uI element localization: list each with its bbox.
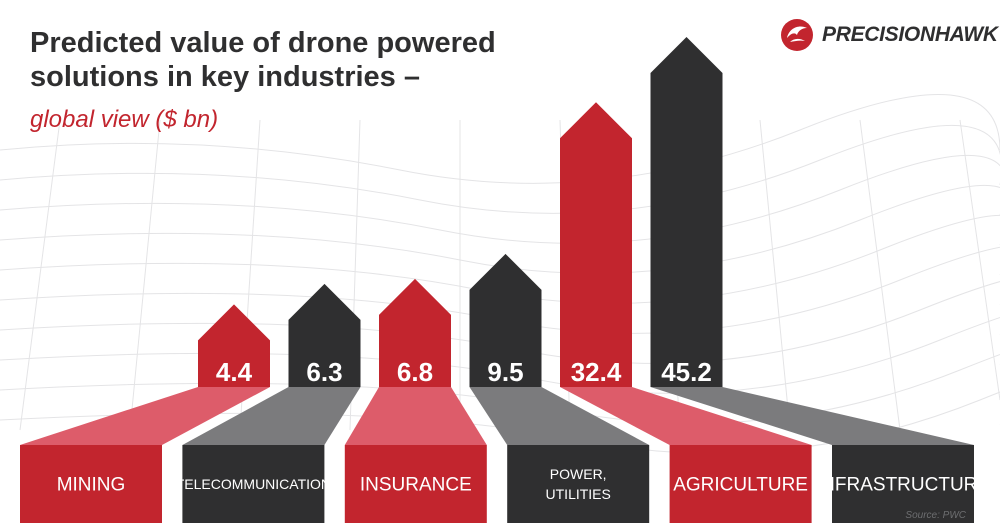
value-label-agriculture: 32.4: [571, 357, 622, 387]
category-box-insurance: [344, 445, 487, 523]
connector-band-agriculture: [560, 387, 812, 445]
category-label-telecommunication: TELECOMMUNICATION: [176, 476, 331, 492]
arrow-bar-agriculture: [560, 102, 632, 387]
connector-bands: [20, 387, 974, 445]
source-note: Source: PWC: [905, 510, 966, 521]
category-boxes: MINING TELECOMMUNICATION INSURANCE POWER, UT…: [20, 445, 990, 523]
precisionhawk-logo: PRECISIONHAWK: [780, 18, 998, 52]
arrow-bar-insurance: [379, 278, 451, 387]
arrows: 4.4 6.3 6.8 9.5 32.4 45.2: [198, 37, 723, 387]
value-label-infrastructure: 45.2: [661, 357, 712, 387]
connector-band-mining: [20, 387, 270, 445]
connector-band-insurance: [344, 387, 487, 445]
category-box-agriculture: [669, 445, 812, 523]
category-label-mining: MINING: [57, 475, 126, 496]
connector-band-telecommunication: [182, 387, 361, 445]
value-label-power-utilities: 9.5: [487, 357, 523, 387]
category-label-infrastructure: INFRASTRUCTURE: [816, 475, 990, 496]
value-label-insurance: 6.8: [397, 357, 433, 387]
category-box-mining: [20, 445, 162, 523]
chart-subtitle: global view ($ bn): [30, 106, 219, 133]
logo-text: PRECISIONHAWK: [822, 23, 998, 46]
category-label-insurance: INSURANCE: [360, 475, 472, 496]
connector-band-infrastructure: [650, 387, 974, 445]
value-label-telecommunication: 6.3: [306, 357, 342, 387]
arrow-bar-infrastructure: [650, 37, 723, 387]
chart-title: Predicted value of drone powered solutio…: [30, 27, 496, 93]
hawk-logo-icon: [781, 19, 813, 51]
arrow-bar-power-utilities: [469, 253, 542, 387]
value-label-mining: 4.4: [216, 357, 253, 387]
connector-band-power-utilities: [469, 387, 650, 445]
category-label-agriculture: AGRICULTURE: [673, 475, 808, 496]
category-box-infrastructure: [832, 445, 974, 523]
arrow-bar-mining: [198, 304, 270, 387]
arrow-bar-telecommunication: [288, 283, 361, 387]
category-box-power-utilities: [507, 445, 650, 523]
category-box-telecommunication: [182, 445, 325, 523]
category-label-power-utilities: POWER, UTILITIES: [546, 466, 611, 502]
